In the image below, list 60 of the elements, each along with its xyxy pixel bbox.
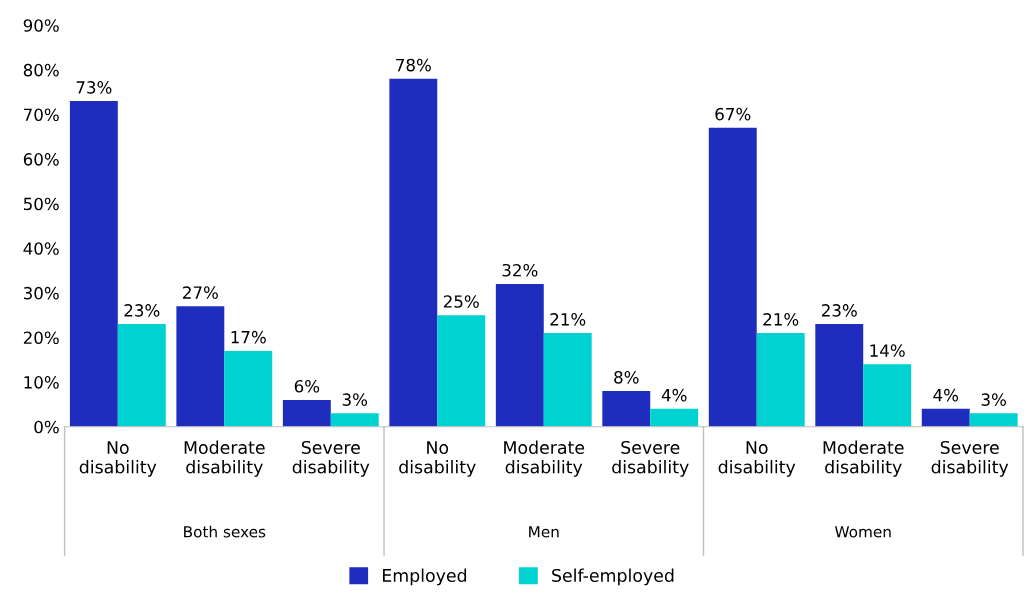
bar: [921, 408, 970, 427]
bar: [815, 324, 864, 427]
data-label: 32%: [502, 263, 538, 277]
x-tick-label: Moderate disability: [184, 440, 265, 477]
bar: [330, 413, 379, 427]
bar: [602, 391, 651, 427]
y-tick-label: 20%: [23, 331, 59, 345]
data-label: 21%: [763, 313, 799, 326]
bar: [117, 324, 166, 427]
x-tick-label: Severe disability: [931, 440, 1009, 477]
bar: [69, 101, 118, 427]
data-label: 25%: [443, 295, 479, 308]
bar: [969, 413, 1018, 427]
data-label: 4%: [933, 388, 959, 402]
y-tick-label: 90%: [23, 19, 59, 32]
bar: [756, 333, 805, 427]
y-tick-label: 80%: [23, 63, 59, 77]
bar: [437, 315, 486, 427]
bar: [282, 399, 331, 427]
text: Men: [529, 526, 559, 538]
y-tick-label: 40%: [23, 242, 59, 255]
bar: [863, 364, 912, 427]
bar: [224, 350, 273, 427]
data-label: 73%: [76, 81, 112, 94]
x-tick-label: No disability: [718, 441, 796, 477]
data-label: 78%: [396, 58, 431, 72]
data-label: 4%: [661, 388, 687, 402]
data-label: 3%: [981, 393, 1006, 406]
data-label: 3%: [342, 393, 368, 406]
y-tick-label: 30%: [23, 286, 59, 300]
x-tick-label: Severe disability: [292, 440, 370, 477]
bar: [176, 306, 225, 427]
data-label: 23%: [821, 304, 857, 317]
y-tick-label: 60%: [23, 153, 59, 166]
x-tick-label: Moderate disability: [823, 440, 904, 477]
data-label: 27%: [183, 286, 218, 299]
bar: [650, 408, 699, 427]
bar: [389, 78, 438, 427]
data-label: 67%: [715, 107, 751, 121]
data-label: 6%: [294, 379, 320, 393]
y-tick-label: 0%: [34, 420, 59, 434]
data-label: 23%: [124, 304, 160, 317]
legend-label: Employed: [383, 568, 467, 586]
bar: [708, 127, 757, 427]
bar: [495, 283, 544, 427]
x-tick-label: Severe disability: [612, 440, 689, 477]
data-label: 8%: [614, 371, 639, 384]
text: Women: [834, 526, 891, 538]
y-tick-label: 10%: [24, 376, 59, 389]
x-tick-label: Moderate disability: [504, 440, 585, 477]
y-tick-label: 70%: [24, 108, 59, 122]
bar: [543, 333, 592, 427]
legend-label: Self-employed: [552, 568, 674, 586]
y-tick-label: 50%: [23, 197, 59, 211]
data-label: 21%: [550, 313, 586, 326]
data-label: 14%: [870, 344, 905, 357]
text: Both sexes: [184, 525, 266, 538]
data-label: 17%: [231, 330, 266, 344]
x-tick-label: No disability: [79, 441, 157, 477]
x-tick-label: No disability: [399, 441, 476, 477]
